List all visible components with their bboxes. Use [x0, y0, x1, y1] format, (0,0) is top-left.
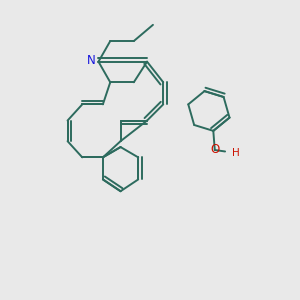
- Text: O: O: [210, 143, 219, 157]
- Text: N: N: [87, 54, 95, 67]
- Text: H: H: [232, 148, 240, 158]
